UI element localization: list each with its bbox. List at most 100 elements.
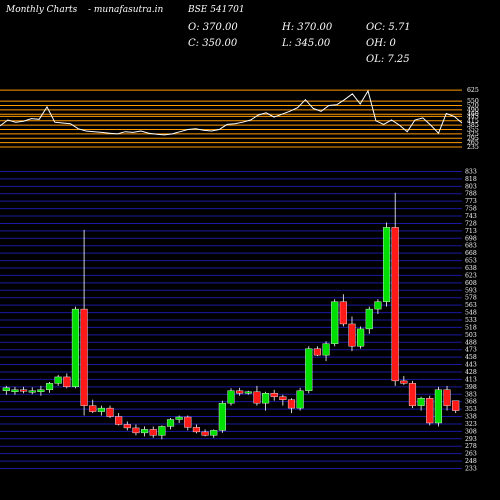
price-tick-label: 368 [465, 399, 477, 406]
price-tick-label: 788 [465, 191, 477, 198]
candle-body [192, 427, 201, 433]
candle-body [175, 416, 183, 420]
price-tick-label: 593 [465, 287, 477, 294]
symbol-label: BSE 541701 [187, 5, 245, 15]
price-tick-label: 413 [465, 376, 477, 383]
candle-body [201, 431, 209, 436]
candle-body [434, 389, 442, 424]
price-tick-label: 488 [465, 339, 477, 346]
candle-body [357, 328, 365, 347]
price-tick-label: 563 [465, 302, 477, 309]
indicator-tick-label: 520 [467, 102, 479, 109]
oc-value: OC: 5.71 [366, 22, 411, 33]
price-tick-label: 293 [465, 436, 477, 443]
candle-body [244, 391, 252, 394]
indicator-tick-label: 490 [467, 107, 479, 114]
price-tick-label: 773 [465, 198, 477, 205]
candle-body [322, 343, 330, 356]
high-value: H: 370.00 [281, 22, 333, 33]
price-tick-label: 653 [465, 258, 477, 265]
oh-value: OH: 0 [366, 38, 396, 49]
price-tick-label: 278 [465, 443, 477, 450]
candle-body [348, 323, 356, 347]
candle-body [426, 398, 434, 424]
candle-body [45, 383, 54, 390]
candle-body [279, 396, 287, 400]
price-tick-label: 503 [465, 332, 477, 339]
candle-body [210, 430, 218, 436]
price-tick-label: 533 [465, 317, 477, 324]
ol-value: OL: 7.25 [366, 54, 410, 65]
price-tick-label: 833 [465, 168, 477, 175]
candle-body [365, 308, 373, 330]
indicator-tick-label: 235 [467, 144, 479, 151]
candle-body [236, 390, 244, 394]
price-tick-label: 458 [465, 354, 477, 361]
candle-body [443, 389, 451, 406]
brand-label: Monthly Charts [5, 5, 78, 15]
candle-body [452, 400, 460, 411]
price-tick-label: 668 [465, 250, 477, 257]
price-tick-label: 473 [465, 347, 477, 354]
candle-body [313, 348, 321, 356]
price-tick-label: 518 [465, 324, 477, 331]
indicator-tick-label: 295 [467, 135, 479, 142]
price-tick-label: 263 [465, 451, 477, 458]
price-tick-label: 353 [465, 406, 477, 413]
candle-body [218, 402, 226, 431]
candle-body [382, 227, 391, 302]
close-value: C: 350.00 [188, 38, 238, 49]
price-panel: 8338188037887737587437287136986836686536… [0, 168, 477, 473]
candle-body [149, 429, 157, 436]
candle-body [374, 301, 382, 310]
indicator-tick-label: 385 [467, 122, 479, 129]
site-label: - munafasutra.in [88, 5, 164, 15]
indicator-tick-label: 265 [467, 140, 479, 147]
candle-body [253, 391, 261, 404]
candle-body [391, 227, 399, 382]
price-tick-label: 248 [465, 458, 477, 465]
price-tick-label: 398 [465, 384, 477, 391]
candle-body [166, 419, 175, 427]
candle-body [54, 376, 62, 384]
candle-body [106, 407, 114, 417]
candle-body [123, 424, 131, 429]
chart-header: Monthly Charts - munafasutra.in BSE 5417… [5, 5, 411, 65]
price-tick-label: 428 [465, 369, 477, 376]
candle-body [339, 301, 347, 325]
indicator-tick-label: 415 [467, 118, 479, 125]
candle-body [132, 427, 140, 434]
price-tick-label: 443 [465, 362, 477, 369]
price-tick-label: 383 [465, 391, 477, 398]
candle-body [270, 393, 278, 397]
indicator-tick-label: 325 [467, 131, 479, 138]
price-tick-label: 638 [465, 265, 477, 272]
price-tick-label: 548 [465, 310, 477, 317]
candle-body [400, 380, 408, 384]
indicator-tick-label: 460 [467, 111, 479, 118]
candle-body [20, 389, 28, 392]
price-tick-label: 338 [465, 414, 477, 421]
candle-body [80, 308, 88, 406]
candle-body [158, 426, 166, 436]
candle-body [141, 429, 149, 434]
candle-body [89, 405, 97, 412]
open-value: O: 370.00 [188, 22, 238, 33]
candle-body [28, 390, 36, 393]
candle-body [71, 308, 80, 388]
price-tick-label: 698 [465, 235, 477, 242]
candle-body [63, 376, 71, 388]
candle-body [331, 301, 339, 344]
candle-body [296, 390, 304, 409]
price-tick-label: 323 [465, 421, 477, 428]
price-tick-label: 683 [465, 243, 477, 250]
candle-body [2, 387, 10, 391]
candle-body [97, 407, 105, 412]
price-tick-label: 758 [465, 206, 477, 213]
candle-body [227, 390, 235, 404]
price-tick-label: 728 [465, 220, 477, 227]
indicator-tick-label: 355 [467, 127, 479, 134]
